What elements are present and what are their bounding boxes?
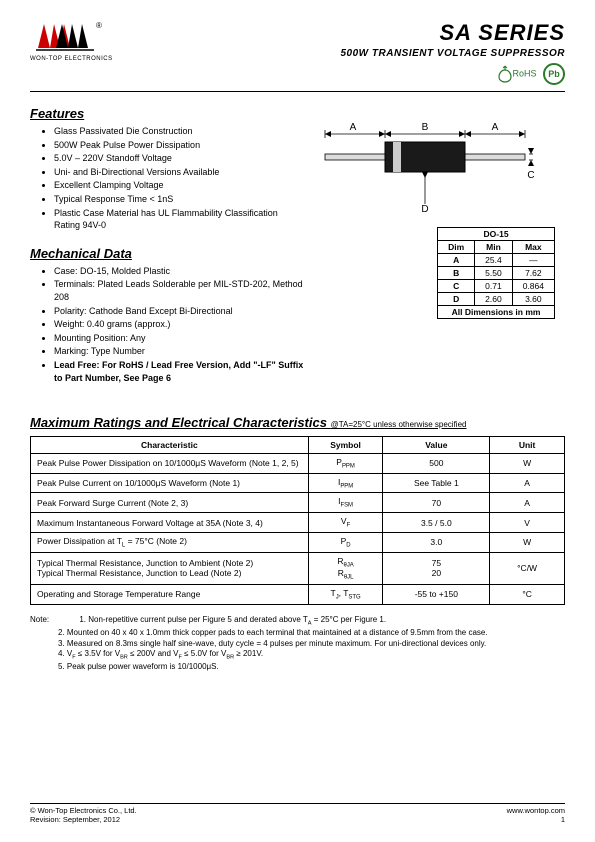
mech-item: Terminals: Plated Leads Solderable per M… <box>54 278 305 303</box>
footer-revision: Revision: September, 2012 <box>30 815 137 824</box>
features-heading: Features <box>30 106 305 121</box>
ratings-col: Unit <box>490 437 565 454</box>
dim-cell: 0.71 <box>475 280 513 293</box>
notes-label: Note: <box>30 615 49 624</box>
dim-label-b: B <box>422 122 429 133</box>
feature-item: Glass Passivated Die Construction <box>54 125 305 138</box>
table-row: Operating and Storage Temperature RangeT… <box>31 584 565 604</box>
table-row: Power Dissipation at TL = 75°C (Note 2)P… <box>31 532 565 552</box>
feature-item: Plastic Case Material has UL Flammabilit… <box>54 207 305 232</box>
dim-col: Min <box>475 241 513 254</box>
company-name: WON-TOP ELECTRONICS <box>30 56 113 62</box>
ratings-table: Characteristic Symbol Value Unit Peak Pu… <box>30 436 565 605</box>
series-title: SA SERIES <box>341 20 566 46</box>
table-row: Maximum Instantaneous Forward Voltage at… <box>31 513 565 533</box>
dim-col: Max <box>512 241 554 254</box>
mech-item: Weight: 0.40 grams (approx.) <box>54 318 305 331</box>
rohs-badge-icon: RoHS <box>497 65 537 83</box>
company-logo-icon: ® <box>36 20 106 54</box>
mech-item: Marking: Type Number <box>54 345 305 358</box>
footer-page: 1 <box>507 815 565 824</box>
footer-url: www.wontop.com <box>507 806 565 815</box>
note-item: 2. Mounted on 40 x 40 x 1.0mm thick copp… <box>30 628 488 639</box>
mech-item: Mounting Position: Any <box>54 332 305 345</box>
trademark-icon: ® <box>96 21 102 30</box>
page-footer: © Won-Top Electronics Co., Ltd. Revision… <box>30 803 565 824</box>
feature-item: 5.0V – 220V Standoff Voltage <box>54 152 305 165</box>
dim-cell: 25.4 <box>475 254 513 267</box>
notes-block: Note: 1. Non-repetitive current pulse pe… <box>30 615 565 674</box>
dim-cell: 5.50 <box>475 267 513 280</box>
dim-cell: B <box>438 267 475 280</box>
mech-item: Case: DO-15, Molded Plastic <box>54 265 305 278</box>
mechanical-list: Case: DO-15, Molded Plastic Terminals: P… <box>30 265 305 384</box>
dim-cell: 0.864 <box>512 280 554 293</box>
dimensions-table: DO-15 Dim Min Max A25.4— B5.507.62 C0.71… <box>437 227 555 319</box>
ratings-col: Value <box>383 437 490 454</box>
dim-label-a: A <box>350 122 357 133</box>
dim-cell: — <box>512 254 554 267</box>
note-item: 3. Measured on 8.3ms single half sine-wa… <box>30 639 486 650</box>
ratings-col: Symbol <box>308 437 383 454</box>
table-row: Peak Pulse Current on 10/1000μS Waveform… <box>31 473 565 493</box>
series-subtitle: 500W TRANSIENT VOLTAGE SUPPRESSOR <box>341 48 566 59</box>
note-item: 1. Non-repetitive current pulse per Figu… <box>79 615 386 624</box>
dim-table-footer: All Dimensions in mm <box>438 306 555 319</box>
ratings-heading: Maximum Ratings and Electrical Character… <box>30 415 565 430</box>
table-row: Peak Forward Surge Current (Note 2, 3)IF… <box>31 493 565 513</box>
note-item: 4. VF ≤ 3.5V for VBR ≤ 200V and VF ≤ 5.0… <box>30 649 263 662</box>
feature-item: Excellent Clamping Voltage <box>54 179 305 192</box>
dim-label-a2: A <box>492 122 499 133</box>
mech-item: Polarity: Cathode Band Except Bi-Directi… <box>54 305 305 318</box>
dim-cell: C <box>438 280 475 293</box>
table-row: Peak Pulse Power Dissipation on 10/1000μ… <box>31 454 565 474</box>
feature-item: Typical Response Time < 1nS <box>54 193 305 206</box>
note-item: 5. Peak pulse power waveform is 10/1000μ… <box>30 662 219 673</box>
mechanical-heading: Mechanical Data <box>30 246 305 261</box>
dim-cell: A <box>438 254 475 267</box>
features-list: Glass Passivated Die Construction 500W P… <box>30 125 305 232</box>
dim-cell: D <box>438 293 475 306</box>
ratings-col: Characteristic <box>31 437 309 454</box>
dim-col: Dim <box>438 241 475 254</box>
dim-label-d: D <box>421 204 428 214</box>
mech-lead-free: Lead Free: For RoHS / Lead Free Version,… <box>54 359 305 384</box>
pb-free-badge-icon: Pb <box>543 63 565 85</box>
package-outline-diagram: A B A <box>315 104 565 219</box>
dim-table-header: DO-15 <box>438 228 555 241</box>
logo-block: ® WON-TOP ELECTRONICS <box>30 20 113 62</box>
dim-cell: 2.60 <box>475 293 513 306</box>
header-divider <box>30 91 565 92</box>
feature-item: 500W Peak Pulse Power Dissipation <box>54 139 305 152</box>
feature-item: Uni- and Bi-Directional Versions Availab… <box>54 166 305 179</box>
dim-label-c: C <box>527 170 534 181</box>
dim-cell: 3.60 <box>512 293 554 306</box>
table-row: Typical Thermal Resistance, Junction to … <box>31 552 565 584</box>
ratings-condition: @TA=25°C unless otherwise specified <box>331 420 467 429</box>
dim-cell: 7.62 <box>512 267 554 280</box>
footer-copyright: © Won-Top Electronics Co., Ltd. <box>30 806 137 815</box>
